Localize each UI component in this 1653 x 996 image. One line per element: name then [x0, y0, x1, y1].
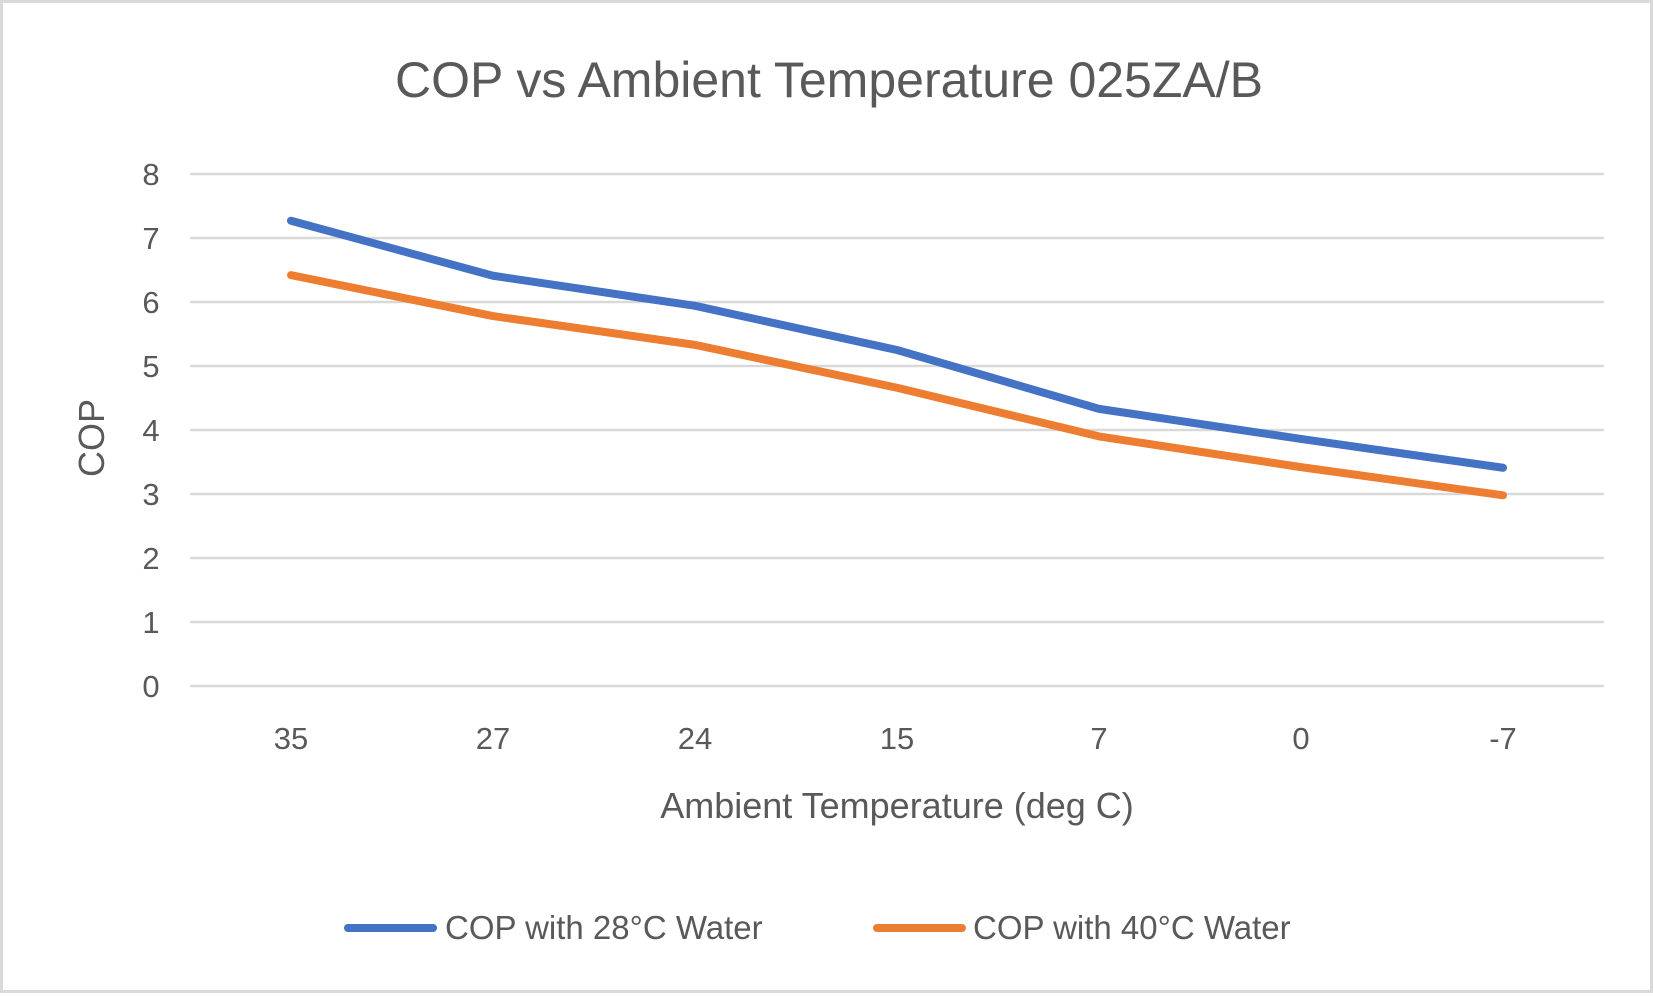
x-tick-label: 7 [1090, 721, 1107, 756]
x-tick-label: 24 [678, 721, 712, 756]
series-1 [291, 275, 1503, 495]
legend-label-28c: COP with 28°C Water [445, 909, 763, 946]
x-tick-label: 27 [476, 721, 510, 756]
y-tick-label: 7 [142, 221, 159, 256]
series-lines [291, 221, 1503, 496]
line-chart: COP vs Ambient Temperature 025ZA/B 0 1 2 3 4… [3, 3, 1653, 996]
y-tick-label: 6 [142, 285, 159, 320]
legend-item-28c: COP with 28°C Water [348, 909, 763, 946]
y-tick-label: 4 [142, 413, 159, 448]
legend-label-40c: COP with 40°C Water [973, 909, 1291, 946]
x-tick-label: 35 [274, 721, 308, 756]
y-tick-label: 5 [142, 349, 159, 384]
y-tick-label: 2 [142, 541, 159, 576]
x-tick-label: 0 [1292, 721, 1309, 756]
x-axis-label: Ambient Temperature (deg C) [660, 785, 1134, 826]
legend: COP with 28°C Water COP with 40°C Water [348, 909, 1291, 946]
legend-item-40c: COP with 40°C Water [877, 909, 1291, 946]
y-axis-label: COP [71, 399, 112, 477]
x-tick-label: 15 [880, 721, 914, 756]
x-axis-ticks: 35 27 24 15 7 0 -7 [274, 721, 1517, 756]
y-tick-label: 3 [142, 477, 159, 512]
chart-title: COP vs Ambient Temperature 025ZA/B [395, 52, 1263, 108]
y-tick-label: 8 [142, 157, 159, 192]
y-axis-ticks: 0 1 2 3 4 5 6 7 8 [142, 157, 159, 704]
y-tick-label: 0 [142, 669, 159, 704]
y-tick-label: 1 [142, 605, 159, 640]
series-line-1 [291, 275, 1503, 495]
x-tick-label: -7 [1489, 721, 1517, 756]
